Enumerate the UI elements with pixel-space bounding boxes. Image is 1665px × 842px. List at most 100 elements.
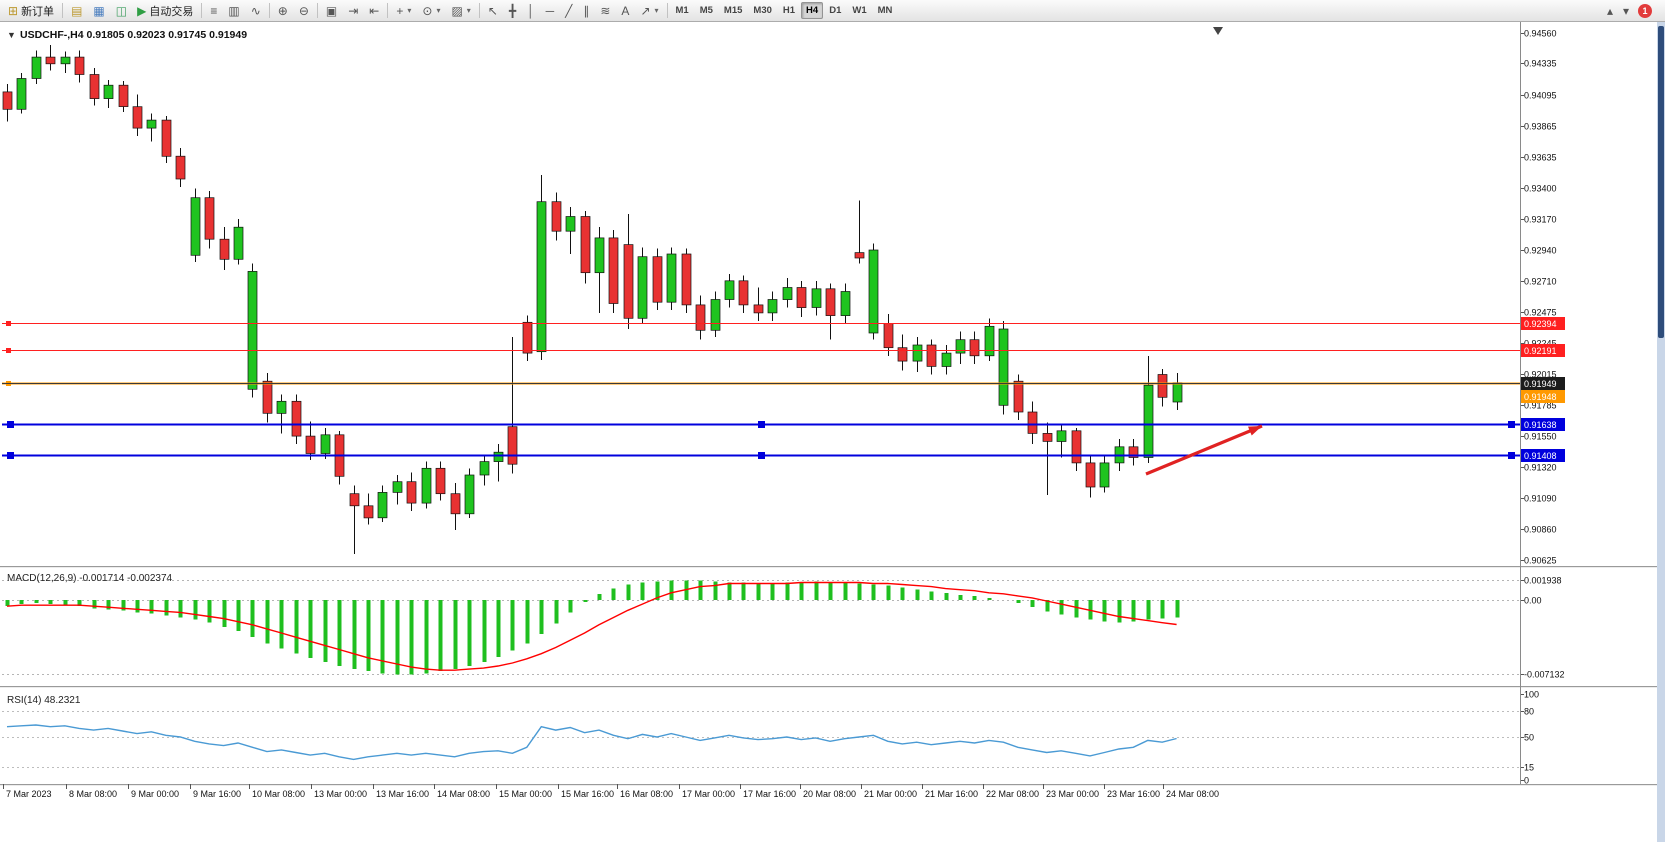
line-handle[interactable] [758,452,765,459]
chart-shift-marker[interactable] [1213,27,1223,35]
main-toolbar: ⊞ 新订单 ▤ ▦ ◫ ▶ 自动交易 ≡ ▥ ∿ ⊕ ⊖ ▣ ⇥ ⇤ + ▾ ⊙ ▾ ▨ ▾ ↖ ╋ │ ─ ╱… [0,0,1665,22]
time-axis-label: 13 Mar 00:00 [314,789,367,799]
crosshair-button[interactable]: ╋ [504,1,521,20]
templates-button[interactable]: ▨ ▾ [446,1,475,20]
time-axis-label: 14 Mar 08:00 [437,789,490,799]
line-anchor[interactable] [6,321,11,326]
candle-body [522,321,533,354]
channel-button[interactable]: ∥ [578,1,594,20]
candle-body [31,56,42,79]
new-order-button[interactable]: ⊞ 新订单 [3,1,59,20]
candle-body [1056,430,1067,442]
periods-button[interactable]: ⊙ ▾ [417,1,445,20]
market-watch-button[interactable]: ▤ [66,1,87,20]
timeframe-h4-button[interactable]: H4 [801,2,824,19]
candle-body [1085,462,1096,488]
text-button[interactable]: A [616,1,634,20]
price-tag [1521,317,1565,330]
fibonacci-button[interactable]: ≋ [595,1,615,20]
candle-body [89,74,100,99]
macd-scale-label: 0.00 [1524,596,1542,606]
candle-body [74,56,85,75]
candle-body [1099,462,1110,488]
candle-body [724,280,735,300]
timeframe-m30-button[interactable]: M30 [748,2,776,19]
timeframe-m5-button[interactable]: M5 [695,2,718,19]
line-handle[interactable] [7,452,14,459]
candle-body [161,119,172,157]
rsi-scale-label: 100 [1524,690,1539,700]
chart-collapse-icon[interactable]: ▼ [7,30,16,40]
price-tag-label: 0.92394 [1524,319,1557,329]
add-indicator-icon: + [396,3,404,18]
timeframe-h1-button[interactable]: H1 [778,2,800,19]
candle-body [190,197,201,256]
auto-trading-button[interactable]: ▶ 自动交易 [132,1,198,20]
vertical-line-button[interactable]: │ [522,1,540,20]
navigator-button[interactable]: ▦ [88,1,109,20]
auto-trading-label: 自动交易 [149,5,194,18]
candle-body [146,119,157,129]
window-tools-group: ▣ ⇥ ⇤ [321,1,384,20]
timeframe-mn-button[interactable]: MN [873,2,898,19]
more-icon: ▾ [1622,3,1629,18]
line-handle[interactable] [7,421,14,428]
scrollbar-thumb[interactable] [1658,26,1664,338]
chevron-down-icon: ▾ [436,6,441,15]
price-tag [1521,418,1565,431]
cursor-button[interactable]: ↖ [483,1,503,20]
zoom-in-button[interactable]: ⊕ [273,1,293,20]
scrollbar-track[interactable] [1657,22,1665,842]
cursor-icon: ↖ [487,3,498,18]
line-anchor[interactable] [6,348,11,353]
templates-icon: ▨ [451,3,463,18]
auto-scroll-button[interactable]: ⇥ [343,1,363,20]
toolbar-separator [268,3,270,18]
macd-label: MACD(12,26,9) -0.001714 -0.002374 [7,573,173,584]
chevron-down-icon: ▾ [407,6,412,15]
bar-chart-button[interactable]: ≡ [205,1,222,20]
time-axis-label: 16 Mar 08:00 [620,789,673,799]
arrows-button[interactable]: ↗ ▾ [635,1,663,20]
candle-body [998,328,1009,406]
notification-badge[interactable]: 1 [1638,3,1652,18]
timeframe-m15-button[interactable]: M15 [719,2,747,19]
line-handle[interactable] [1508,452,1515,459]
candle-body [753,304,764,314]
zoom-out-button[interactable]: ⊖ [294,1,314,20]
candle-body [637,256,648,319]
candle-body [912,344,923,362]
tile-windows-button[interactable]: ▣ [321,1,342,20]
more-button[interactable]: ▾ [1618,1,1634,20]
trendline-button[interactable]: ╱ [560,1,577,20]
channel-icon: ∥ [583,3,590,18]
terminal-button[interactable]: ◫ [111,1,132,20]
rsi-scale-label: 80 [1524,707,1534,717]
candle-body [580,216,591,274]
collapse-toolbar-button[interactable]: ▴ [1602,1,1618,20]
timeframe-d1-button[interactable]: D1 [824,2,846,19]
line-handle[interactable] [758,421,765,428]
line-chart-button[interactable]: ∿ [246,1,266,20]
arrow-object[interactable] [1145,424,1263,476]
candle-body [738,280,749,306]
horizontal-line-button[interactable]: ─ [541,1,560,20]
vertical-line-icon: │ [527,3,535,18]
timeframe-m1-button[interactable]: M1 [671,2,694,19]
insert-group: + ▾ ⊙ ▾ ▨ ▾ [391,1,475,20]
price-tag [1521,344,1565,357]
candle-body [175,155,186,180]
price-scale-label: 0.93865 [1524,122,1557,132]
candle-body [493,451,504,462]
candlestick-chart-button[interactable]: ▥ [223,1,244,20]
time-axis-label: 23 Mar 00:00 [1046,789,1099,799]
timeframe-w1-button[interactable]: W1 [847,2,871,19]
candle-body [1128,446,1139,458]
candle-body [883,323,894,349]
line-handle[interactable] [1508,421,1515,428]
chart-shift-button[interactable]: ⇤ [364,1,384,20]
window-toggle-group: ▤ ▦ ◫ [66,1,132,20]
add-indicator-button[interactable]: + ▾ [391,1,416,20]
